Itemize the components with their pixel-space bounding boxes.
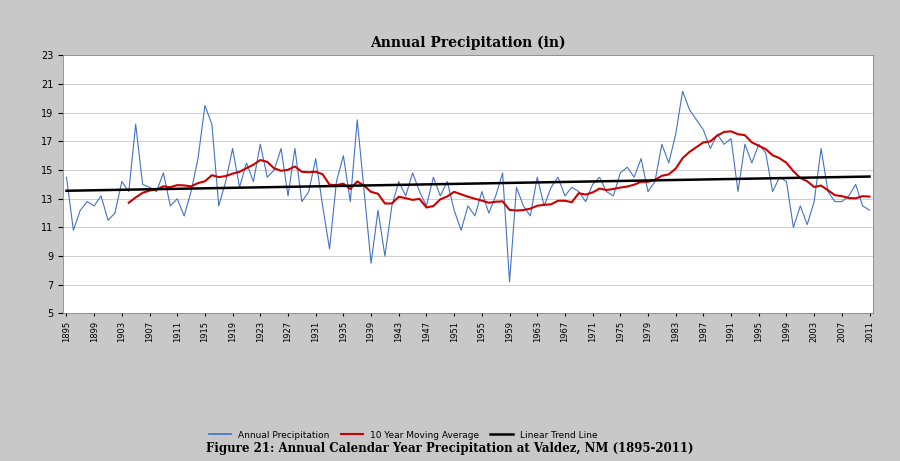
Annual Precipitation [213, 203, 224, 209]
10 Year Moving Average [123, 200, 134, 206]
Linear Trend Line [248, 185, 259, 190]
Linear Trend Line [61, 188, 72, 194]
Annual Precipitation [823, 189, 833, 195]
Linear Trend Line [227, 185, 238, 190]
Annual Precipitation [864, 207, 875, 213]
10 Year Moving Average [864, 194, 875, 199]
Annual Precipitation [504, 279, 515, 285]
10 Year Moving Average [241, 165, 252, 171]
Linear Trend Line [864, 174, 875, 179]
10 Year Moving Average [200, 178, 211, 184]
Line: Linear Trend Line: Linear Trend Line [67, 177, 869, 191]
Title: Annual Precipitation (in): Annual Precipitation (in) [370, 35, 566, 50]
Legend: Annual Precipitation, 10 Year Moving Average, Linear Trend Line: Annual Precipitation, 10 Year Moving Ave… [205, 427, 601, 443]
Annual Precipitation [61, 174, 72, 180]
Linear Trend Line [213, 185, 224, 191]
10 Year Moving Average [511, 208, 522, 213]
Annual Precipitation [677, 89, 688, 94]
Annual Precipitation [248, 179, 259, 184]
Linear Trend Line [275, 184, 286, 190]
10 Year Moving Average [774, 155, 785, 161]
Text: Figure 21: Annual Calendar Year Precipitation at Valdez, NM (1895-2011): Figure 21: Annual Calendar Year Precipit… [206, 442, 694, 455]
10 Year Moving Average [725, 129, 736, 134]
10 Year Moving Average [719, 129, 730, 135]
Linear Trend Line [809, 175, 820, 180]
10 Year Moving Average [470, 196, 481, 201]
Line: 10 Year Moving Average: 10 Year Moving Average [129, 131, 869, 211]
Line: Annual Precipitation: Annual Precipitation [67, 91, 869, 282]
Annual Precipitation [421, 203, 432, 209]
Linear Trend Line [421, 182, 432, 187]
10 Year Moving Average [788, 168, 799, 174]
Annual Precipitation [227, 146, 238, 151]
Annual Precipitation [275, 146, 286, 151]
